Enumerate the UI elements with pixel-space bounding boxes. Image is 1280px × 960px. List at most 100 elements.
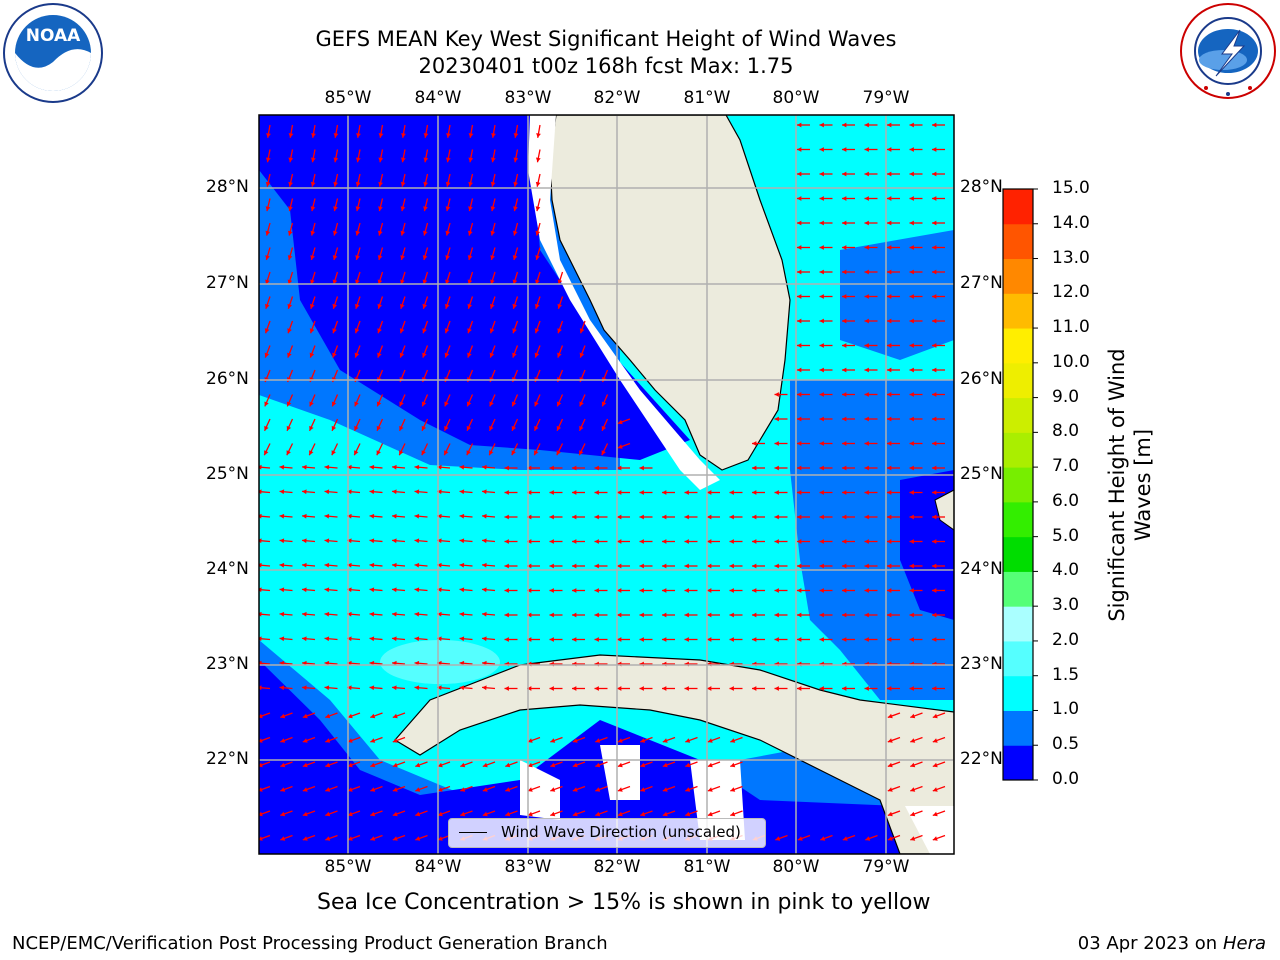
wave-direction-arrowhead [333, 133, 339, 138]
wave-direction-arrowhead [302, 787, 308, 792]
wave-direction-arrowhead [370, 762, 376, 768]
wave-direction-arrowhead [392, 562, 397, 568]
wave-direction-arrowhead [909, 269, 914, 275]
wave-direction-arrowhead [932, 612, 937, 618]
wave-direction-arrowhead [909, 196, 914, 201]
wave-direction-arrowhead [594, 514, 599, 520]
wave-direction-arrowhead [527, 738, 533, 743]
colorbar-tick-label: 13.0 [1052, 247, 1090, 268]
wave-direction-arrowhead [909, 220, 914, 226]
wave-direction-arrowhead [279, 611, 285, 617]
wave-direction-arrowhead [467, 328, 472, 334]
wave-direction-arrowhead [535, 157, 541, 163]
wave-direction-arrowhead [572, 588, 577, 593]
branch-credit: NCEP/EMC/Verification Post Processing Pr… [12, 933, 608, 954]
wave-direction-arrowhead [752, 588, 757, 593]
wave-direction-arrowhead [932, 269, 937, 275]
wave-direction-arrowhead [864, 465, 869, 471]
wave-direction-arrowhead [490, 230, 496, 236]
wave-direction-arrowhead [513, 206, 518, 212]
wave-direction-arrowhead [347, 713, 353, 719]
wave-direction-arrowhead [662, 787, 668, 792]
colorbar-swatch [1003, 328, 1033, 364]
wave-direction-arrowhead [594, 563, 599, 569]
wave-direction-arrowhead [324, 562, 330, 568]
wave-direction-arrowhead [842, 318, 847, 324]
wave-direction-arrowhead [909, 416, 914, 422]
wave-direction-arrowhead [302, 587, 307, 593]
wave-direction-arrowhead [459, 587, 465, 593]
wave-direction-arrowhead [354, 328, 360, 334]
wave-direction-arrowhead [347, 636, 352, 642]
wave-direction-arrowhead [572, 563, 577, 569]
wave-direction-arrowhead [594, 686, 599, 691]
wave-direction-arrowhead [370, 738, 376, 743]
wave-direction-arrowhead [909, 367, 914, 373]
wave-direction-arrowhead [482, 464, 487, 470]
wave-direction-arrowhead [819, 294, 824, 299]
wave-direction-arrowhead [392, 836, 398, 841]
wave-direction-arrowhead [377, 255, 383, 260]
wave-direction-arrowhead [490, 157, 496, 163]
wave-direction-arrowhead [887, 713, 893, 719]
wave-direction-arrowhead [887, 588, 892, 593]
wave-direction-arrowhead [356, 133, 361, 138]
wave-direction-arrowhead [325, 713, 331, 719]
wave-direction-arrowhead [797, 245, 802, 250]
wave-direction-arrowhead [504, 612, 509, 618]
wave-direction-arrowhead [467, 352, 472, 358]
colorbar-tick-label: 12.0 [1052, 282, 1090, 303]
wave-direction-arrowhead [595, 811, 601, 817]
wave-direction-arrowhead [932, 122, 937, 128]
wave-direction-arrowhead [864, 637, 869, 642]
wave-direction-arrowhead [333, 157, 339, 163]
wave-direction-arrowhead [421, 425, 427, 431]
colorbar [1002, 188, 1038, 781]
wave-direction-arrowhead [684, 539, 689, 544]
colorbar-swatch [1003, 432, 1033, 468]
wave-direction-arrowhead [819, 465, 824, 471]
latitude-label: 23°N [206, 654, 249, 674]
wave-direction-arrowhead [302, 713, 308, 719]
wave-direction-arrowhead [354, 450, 359, 456]
wave-direction-arrowhead [459, 611, 465, 617]
wave-direction-arrowhead [264, 450, 269, 456]
wave-direction-arrowhead [685, 811, 691, 817]
wave-direction-arrowhead [730, 811, 736, 817]
map-frame [258, 114, 955, 855]
wave-direction-arrowhead [444, 352, 450, 358]
wave-direction-arrowhead [819, 686, 824, 691]
wave-direction-arrowhead [512, 328, 517, 334]
wave-direction-arrowhead [819, 171, 824, 177]
wave-direction-arrowhead [482, 587, 487, 593]
wave-direction-arrowhead [572, 612, 577, 618]
wave-direction-arrowhead [797, 392, 802, 397]
wave-direction-arrowhead [279, 587, 285, 593]
wave-direction-arrowhead [347, 611, 352, 617]
colorbar-swatch [1003, 258, 1033, 294]
wave-direction-arrowhead [842, 196, 847, 201]
colorbar-swatch [1003, 640, 1033, 677]
wave-direction-arrowhead [378, 157, 384, 163]
wave-direction-arrowhead [909, 612, 914, 618]
wave-direction-arrowhead [392, 587, 397, 593]
wave-direction-arrowhead [534, 352, 540, 358]
wave-direction-arrowhead [325, 738, 331, 743]
wave-direction-arrowhead [535, 279, 540, 285]
wave-direction-arrowhead [302, 464, 307, 470]
wave-direction-arrowhead [259, 787, 263, 792]
wave-direction-arrowhead [347, 787, 353, 792]
wave-direction-arrowhead [909, 686, 914, 691]
colorbar-swatch [1003, 362, 1033, 399]
wave-direction-arrowhead [864, 294, 869, 299]
wave-direction-arrowhead [466, 425, 472, 431]
colorbar-swatch [1003, 397, 1033, 433]
land-florida [549, 115, 791, 471]
wave-direction-arrowhead [287, 328, 292, 334]
wave-direction-arrowhead [707, 539, 712, 544]
colorbar-tick-label: 0.0 [1052, 769, 1080, 789]
wave-direction-arrowhead [459, 489, 465, 495]
wave-direction-arrowhead [279, 489, 285, 495]
wave-direction-arrowhead [423, 181, 428, 187]
wave-direction-arrowhead [482, 513, 487, 519]
